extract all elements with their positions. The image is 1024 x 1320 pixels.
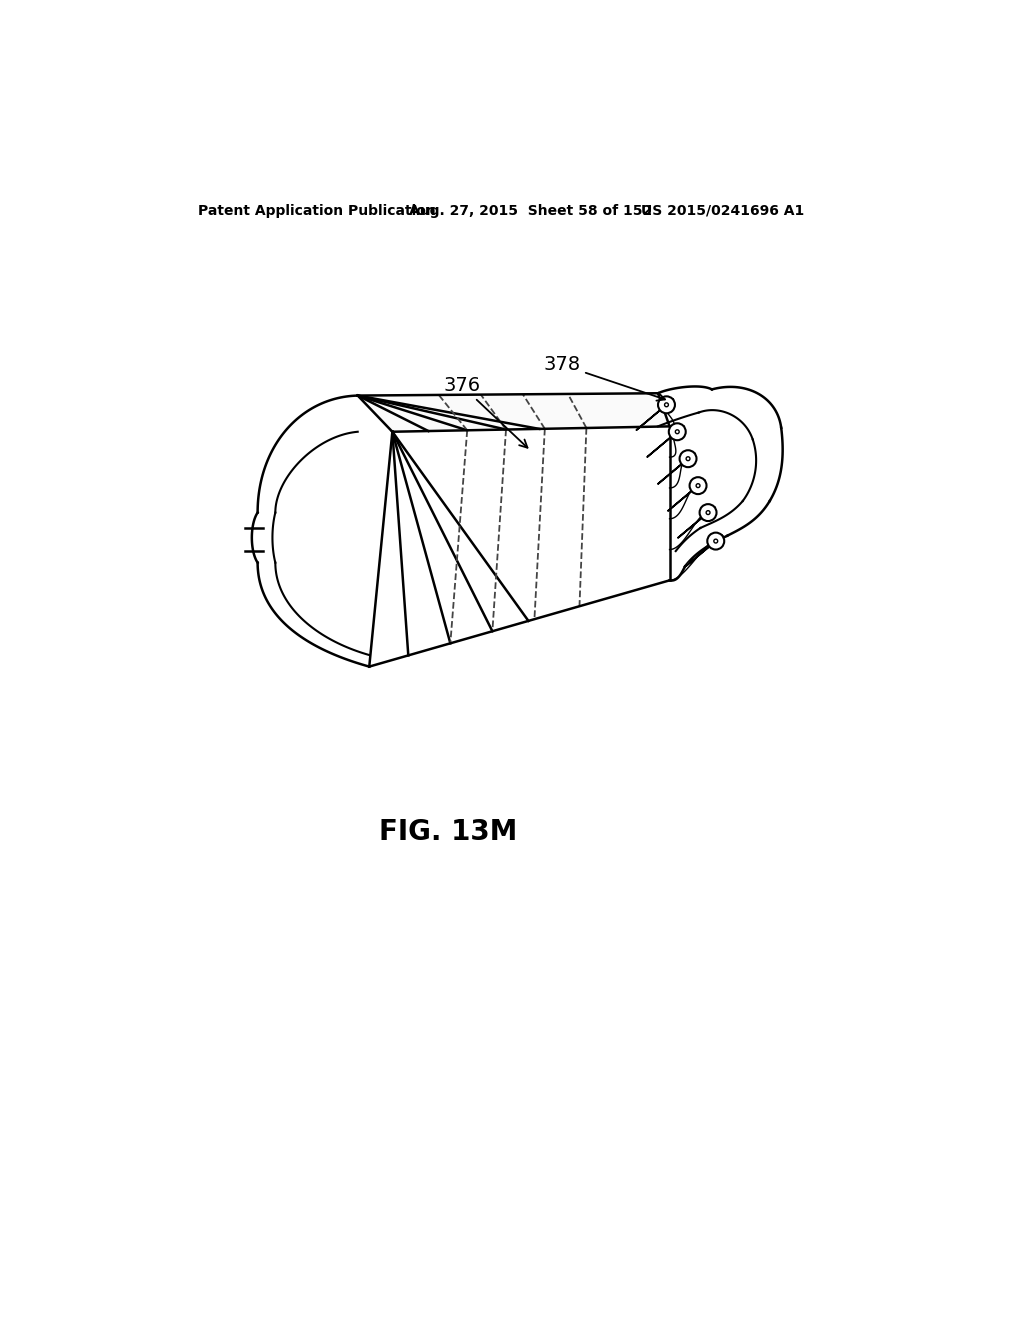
Polygon shape — [678, 507, 715, 537]
Text: FIG. 13M: FIG. 13M — [379, 818, 518, 846]
Circle shape — [714, 539, 718, 543]
Circle shape — [665, 403, 669, 407]
Circle shape — [707, 511, 710, 515]
Circle shape — [696, 483, 700, 487]
Polygon shape — [658, 453, 694, 484]
Polygon shape — [370, 426, 670, 667]
Circle shape — [686, 457, 690, 461]
Polygon shape — [245, 396, 370, 667]
Polygon shape — [636, 400, 673, 430]
Circle shape — [658, 396, 675, 413]
Circle shape — [669, 424, 686, 441]
Text: Patent Application Publication: Patent Application Publication — [199, 203, 436, 218]
Circle shape — [699, 504, 717, 521]
Circle shape — [680, 450, 696, 467]
Polygon shape — [668, 480, 705, 511]
Polygon shape — [647, 426, 684, 457]
Text: 376: 376 — [443, 376, 527, 447]
Polygon shape — [357, 393, 670, 432]
Text: 378: 378 — [543, 355, 665, 401]
Text: US 2015/0241696 A1: US 2015/0241696 A1 — [641, 203, 804, 218]
Circle shape — [689, 478, 707, 494]
Circle shape — [708, 532, 724, 549]
Polygon shape — [686, 536, 722, 566]
Circle shape — [676, 430, 679, 434]
Text: Aug. 27, 2015  Sheet 58 of 152: Aug. 27, 2015 Sheet 58 of 152 — [410, 203, 652, 218]
